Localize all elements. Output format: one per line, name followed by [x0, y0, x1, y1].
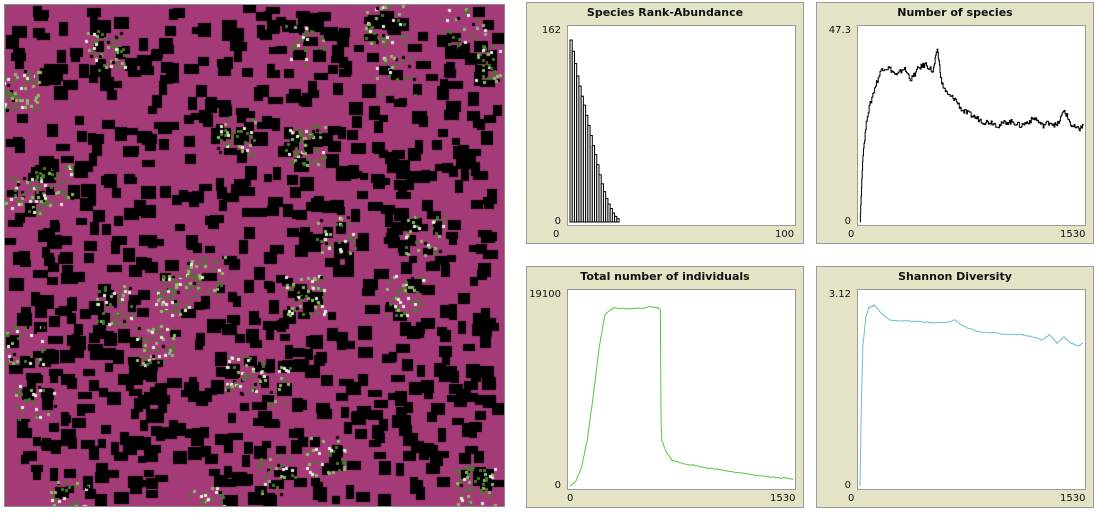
species-count-plot[interactable]: Number of species 47.3 0 0 1530: [816, 2, 1094, 244]
x-min-label: 0: [848, 229, 855, 240]
plot-title: Number of species: [897, 6, 1013, 19]
x-min-label: 0: [567, 493, 574, 504]
plot-area: [857, 25, 1086, 226]
x-max-label: 1530: [770, 493, 796, 504]
y-max-label: 3.12: [828, 289, 851, 300]
x-min-label: 0: [553, 229, 560, 240]
bar-22: [616, 218, 620, 223]
plot-title: Shannon Diversity: [898, 270, 1012, 283]
y-max-label: 47.3: [828, 25, 851, 36]
world-view[interactable]: [4, 4, 505, 507]
plot-svg: [859, 48, 1084, 223]
series-line: [859, 48, 1084, 223]
y-max-label: 19100: [529, 289, 561, 300]
y-max-label: 162: [541, 25, 561, 36]
plot-title: Total number of individuals: [580, 270, 750, 283]
plot-area: [567, 289, 796, 490]
total-individuals-plot[interactable]: Total number of individuals 19100 0 0 15…: [526, 266, 804, 508]
plot-svg: [859, 304, 1084, 487]
plot-area: [567, 25, 796, 226]
x-min-label: 0: [848, 493, 855, 504]
plot-title: Species Rank-Abundance: [586, 6, 744, 19]
y-min-label: 0: [844, 480, 851, 491]
y-min-label: 0: [844, 216, 851, 227]
series-line: [569, 305, 794, 487]
shannon-diversity-plot[interactable]: Shannon Diversity 3.12 0 0 1530: [816, 266, 1094, 508]
plot-svg: [569, 39, 620, 223]
rank-abundance-plot[interactable]: Species Rank-Abundance 162 0 0 100: [526, 2, 804, 244]
world-canvas[interactable]: [5, 5, 504, 506]
plot-area: [857, 289, 1086, 490]
series-line: [859, 304, 1084, 487]
y-min-label: 0: [554, 480, 561, 491]
y-min-label: 0: [554, 216, 561, 227]
x-max-label: 1530: [1060, 229, 1086, 240]
x-max-label: 1530: [1060, 493, 1086, 504]
x-max-label: 100: [775, 229, 795, 240]
plot-svg: [569, 305, 794, 487]
